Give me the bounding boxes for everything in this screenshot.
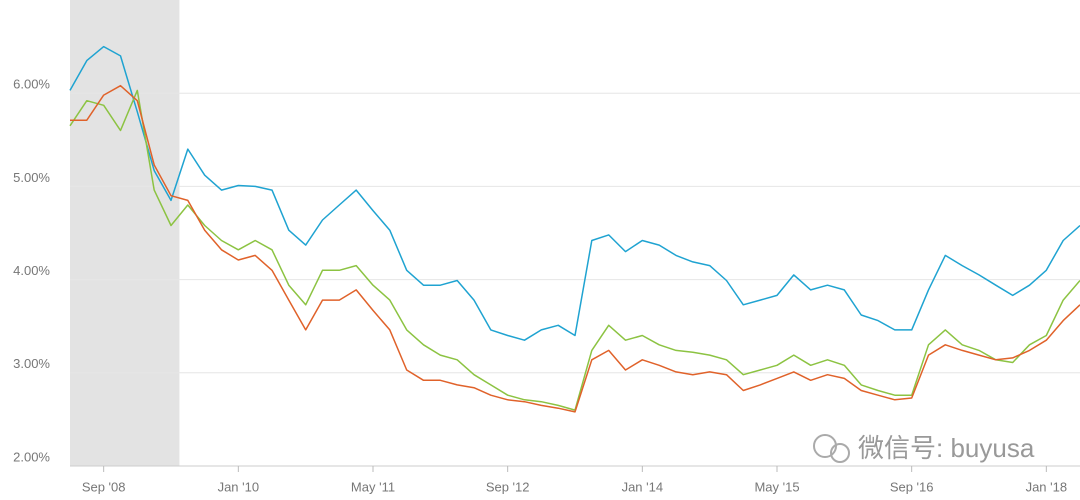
background-layer — [70, 0, 1080, 472]
series-line — [70, 84, 1080, 413]
x-tick-label: Sep '12 — [486, 479, 530, 494]
x-tick-label: Sep '16 — [890, 479, 934, 494]
x-tick-label: May '15 — [754, 479, 799, 494]
x-tick-label: Jan '14 — [622, 479, 664, 494]
series-line — [69, 45, 1080, 341]
y-tick-label: 3.00% — [13, 356, 50, 371]
y-tick-label: 5.00% — [13, 170, 50, 185]
y-tick-label: 6.00% — [13, 77, 50, 92]
watermark: 微信号: buyusa — [813, 433, 1035, 463]
y-tick-label: 4.00% — [13, 263, 50, 278]
y-tick-label: 2.00% — [13, 449, 50, 464]
x-tick-label: Jan '18 — [1026, 479, 1068, 494]
watermark-text: 微信号: buyusa — [858, 433, 1035, 463]
x-tick-label: May '11 — [351, 479, 395, 494]
watermark-icon — [813, 434, 837, 458]
watermark-icon — [830, 443, 850, 463]
x-tick-label: Sep '08 — [82, 479, 126, 494]
shaded-region — [70, 0, 180, 466]
x-tick-label: Jan '10 — [218, 479, 260, 494]
